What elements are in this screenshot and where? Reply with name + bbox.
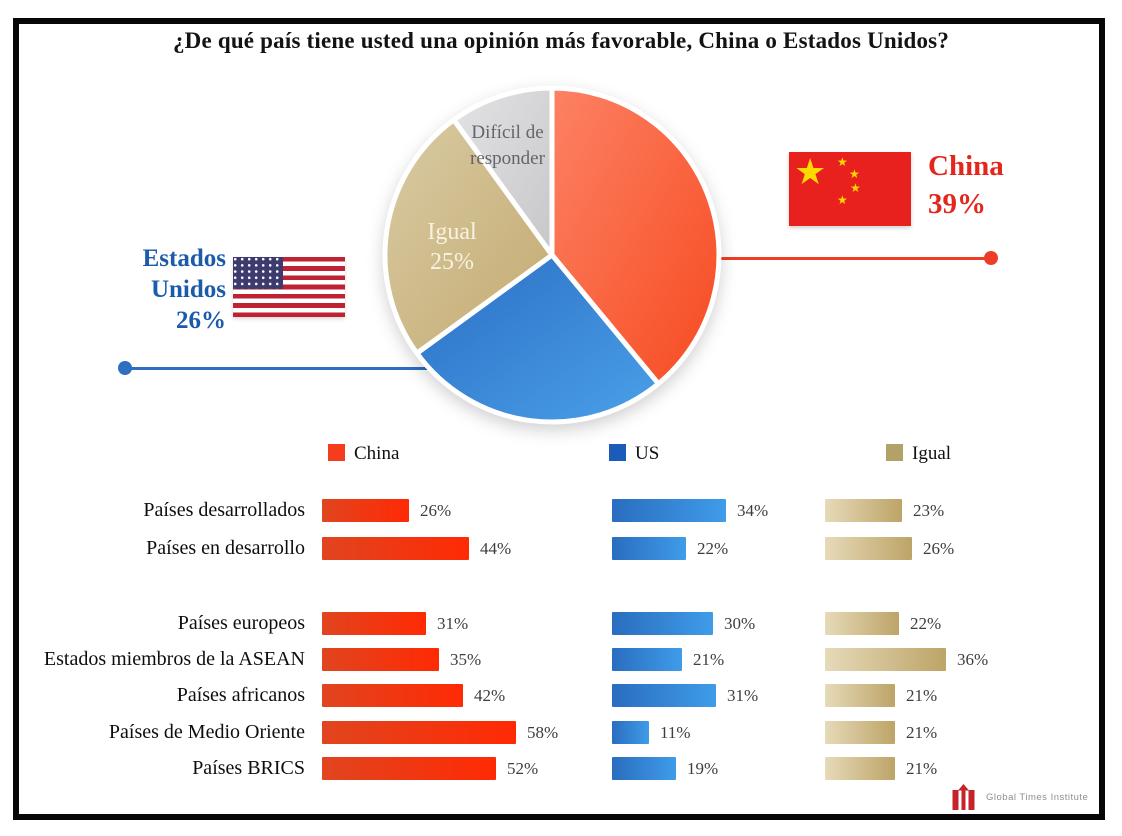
pie-chart xyxy=(382,85,722,425)
legend-item-us: US xyxy=(609,443,659,465)
pie-slice-dif-cil-de-responder xyxy=(451,85,555,258)
pie-slice-us xyxy=(414,252,661,425)
china-flag-star-icon: ★ xyxy=(849,167,860,181)
pie-label-line: Igual xyxy=(427,219,477,245)
us-callout-line: Unidos xyxy=(150,276,226,303)
china-flag-star-icon: ★ xyxy=(837,155,848,169)
pie-label-line: 25% xyxy=(430,249,474,275)
us-callout-line: Estados xyxy=(142,245,226,272)
china-leader-line xyxy=(714,257,991,260)
china-flag-star-icon: ★ xyxy=(837,193,848,207)
border-frame xyxy=(13,18,1105,820)
us-callout-value: 26% xyxy=(176,307,226,334)
brand-name: Global Times Institute xyxy=(986,791,1089,803)
china-leader-dot xyxy=(984,251,998,265)
legend-label: Igual xyxy=(912,443,952,464)
us-callout: Estados Unidos 26% xyxy=(98,243,226,336)
china-callout-name: China xyxy=(928,150,1004,182)
footer-logo: Global Times Institute xyxy=(951,784,1088,810)
legend-swatch-china xyxy=(328,444,345,461)
gti-logo-icon xyxy=(952,784,975,810)
pie-label-igual: Igual 25% xyxy=(398,217,506,277)
legend-item-igual: Igual xyxy=(886,443,951,465)
legend-label: China xyxy=(354,443,400,464)
legend-label: US xyxy=(635,443,660,464)
pie-label-line: responder xyxy=(470,148,545,169)
china-flag-icon: ★ ★ ★ ★ ★ xyxy=(789,152,911,226)
us-leader-dot xyxy=(118,361,132,375)
us-leader-line xyxy=(125,367,455,370)
pie-label-line: Difícil de xyxy=(471,122,544,143)
china-flag-star-icon: ★ xyxy=(850,181,861,195)
legend-swatch-igual xyxy=(886,444,903,461)
china-flag-star-icon: ★ xyxy=(794,152,827,192)
us-flag-icon xyxy=(233,257,345,317)
pie-slice-igual xyxy=(382,117,555,356)
legend-swatch-us xyxy=(609,444,626,461)
us-flag-canton xyxy=(233,257,283,290)
pie-label-dificil-de-responder: Difícil de responder xyxy=(430,120,585,172)
legend-item-china: China xyxy=(328,443,399,465)
page-title: ¿De qué país tiene usted una opinión más… xyxy=(172,28,950,53)
pie-slice-china xyxy=(549,85,722,387)
china-callout: China 39% xyxy=(928,147,1088,223)
china-callout-value: 39% xyxy=(928,188,986,220)
